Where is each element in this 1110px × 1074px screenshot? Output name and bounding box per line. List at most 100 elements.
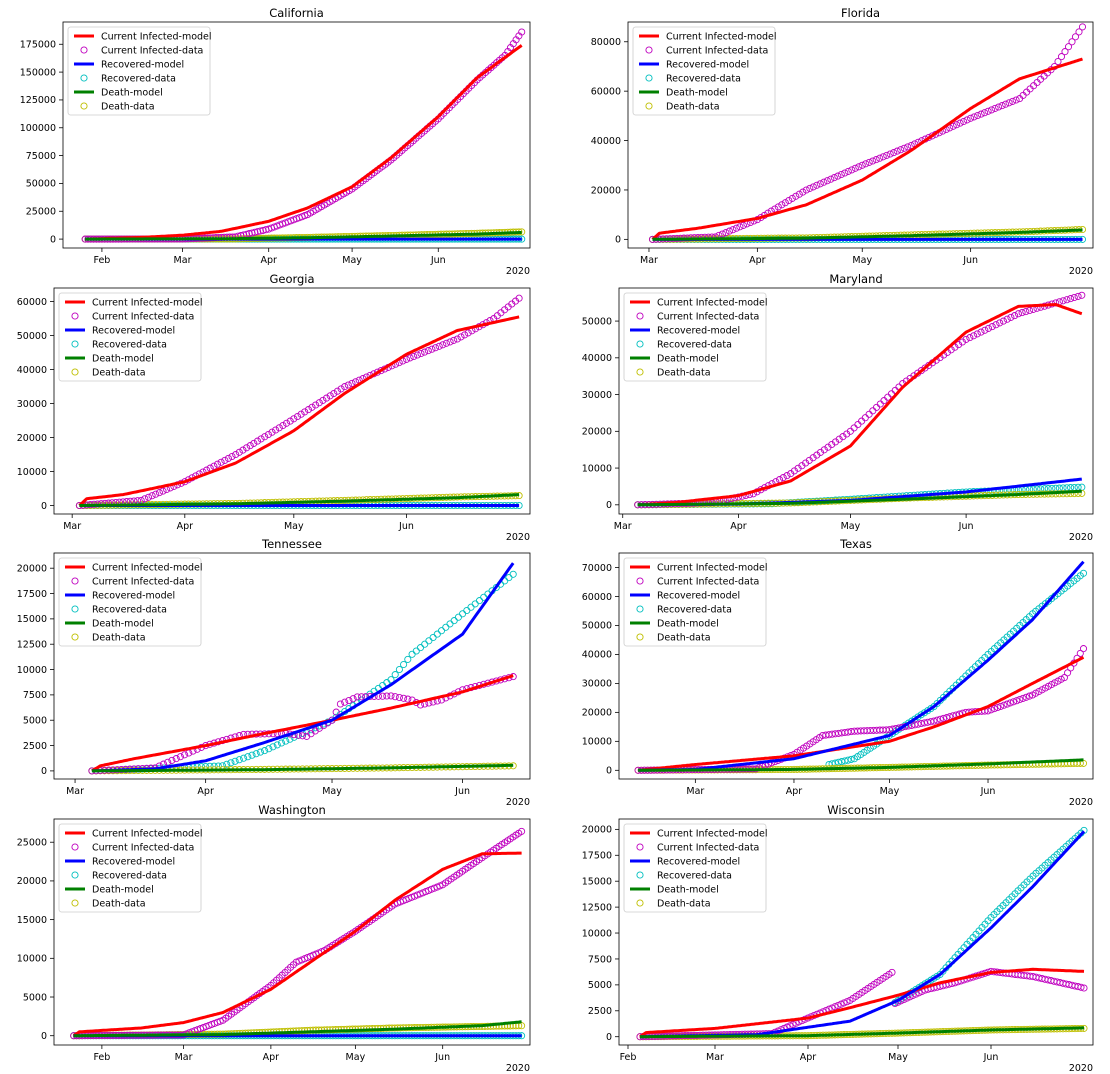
x-tick-label: May (852, 255, 872, 266)
data-point (434, 631, 440, 637)
data-point (999, 103, 1005, 109)
data-point (468, 604, 474, 610)
y-tick-label: 20000 (582, 708, 612, 719)
legend-label-recovered-data: Recovered-data (657, 870, 732, 881)
legend-label-death-data: Death-data (657, 632, 711, 643)
chart-maryland: Maryland 0 10000 20000 30000 40000 50000 Mar Apr… (582, 272, 1093, 543)
chart-florida: Florida 0 20000 40000 60000 80000 Mar Apr May Jun… (591, 6, 1093, 277)
data-point (425, 348, 431, 354)
data-point (881, 398, 887, 404)
data-point (225, 455, 231, 461)
data-point (905, 144, 911, 150)
data-point (422, 641, 428, 647)
data-point (1079, 292, 1085, 298)
y-tick-label: 10000 (17, 467, 47, 478)
data-point (401, 695, 407, 701)
y-tick-label: 15000 (582, 877, 612, 888)
x-tick-label: Mar (63, 521, 81, 532)
legend-label-death-model: Death-model (92, 884, 154, 895)
data-point (156, 490, 162, 496)
y-tick-label: 10000 (17, 665, 47, 676)
data-point (1079, 484, 1085, 490)
x-tick-label: Feb (94, 255, 111, 266)
data-point (222, 457, 228, 463)
data-point (506, 575, 512, 581)
y-tick-label: 40000 (591, 136, 621, 147)
data-point (229, 453, 235, 459)
x-tick-label: Apr (263, 1052, 280, 1063)
legend-label-recovered-data: Recovered-data (101, 73, 176, 84)
data-point (396, 694, 402, 700)
chart-title-maryland: Maryland (829, 272, 882, 286)
legend: Current Infected-model Current Infected-d… (624, 824, 768, 912)
y-tick-label: 80000 (591, 37, 621, 48)
legend: Current Infected-model Current Infected-d… (68, 27, 212, 115)
data-point (975, 112, 981, 118)
x-tick-label: Apr (177, 521, 194, 532)
data-point (898, 147, 904, 153)
data-point (401, 661, 407, 667)
data-point (476, 598, 482, 604)
legend-label-death-data: Death-data (666, 101, 720, 112)
data-point (472, 601, 478, 607)
data-point (232, 758, 238, 764)
y-tick-label: 0 (50, 234, 56, 245)
chart-california: California025000500007500010000012500015… (20, 6, 530, 277)
data-point (996, 104, 1002, 110)
data-point (451, 618, 457, 624)
data-point (873, 404, 879, 410)
data-point (160, 488, 166, 494)
y-tick-label: 10000 (582, 928, 612, 939)
data-point (776, 477, 782, 483)
data-point (862, 415, 868, 421)
legend-label-current-infected-data: Current Infected-data (101, 45, 203, 56)
legend-label-recovered-model: Recovered-model (657, 590, 740, 601)
data-point (464, 607, 470, 613)
x-tick-label: Mar (686, 786, 704, 797)
x-tick-label: May (342, 255, 362, 266)
x-year-label: 2020 (506, 797, 530, 808)
legend-label-death-model: Death-model (657, 618, 719, 629)
x-tick-label: Mar (640, 255, 658, 266)
chart-title-texas: Texas (839, 537, 872, 551)
chart-georgia: Georgia0100002000030000400005000060000Ma… (17, 272, 530, 543)
y-tick-label: 0 (606, 1032, 612, 1043)
x-tick-label: Mar (66, 786, 84, 797)
legend-label-death-data: Death-data (92, 367, 146, 378)
y-tick-label: 60000 (591, 86, 621, 97)
y-tick-label: 5000 (23, 716, 47, 727)
y-tick-label: 7500 (588, 954, 612, 965)
x-year-label: 2020 (1069, 1063, 1093, 1074)
y-tick-label: 12500 (17, 640, 47, 651)
x-tick-label: Apr (260, 255, 277, 266)
data-point (417, 645, 423, 651)
legend-label-death-data: Death-data (657, 898, 711, 909)
y-tick-label: 20000 (17, 876, 47, 887)
legend-label-current-infected-model: Current Infected-model (657, 828, 768, 839)
chart-title-georgia: Georgia (269, 272, 314, 286)
y-tick-label: 7500 (23, 690, 47, 701)
legend-label-death-data: Death-data (101, 101, 155, 112)
legend: Current Infected-model Current Infected-d… (59, 824, 203, 912)
data-point (733, 225, 739, 231)
legend-label-recovered-data: Recovered-data (92, 339, 167, 350)
chart-tennessee: Tennessee0250050007500100001250015000175… (17, 537, 530, 808)
x-tick-label: Feb (93, 1052, 110, 1063)
data-point (887, 151, 893, 157)
series-markers-current-infected-data (635, 646, 1087, 774)
data-point (247, 443, 253, 449)
x-year-label: 2020 (506, 532, 530, 543)
data-point (880, 154, 886, 160)
x-tick-label: Mar (706, 1052, 724, 1063)
y-tick-label: 30000 (17, 399, 47, 410)
data-point (877, 401, 883, 407)
data-point (1010, 98, 1016, 104)
y-tick-label: 60000 (17, 297, 47, 308)
data-point (982, 110, 988, 116)
data-point (737, 224, 743, 230)
data-point (784, 473, 790, 479)
data-point (407, 355, 413, 361)
y-tick-label: 40000 (582, 353, 612, 364)
x-tick-label: Jun (962, 255, 978, 266)
data-point (349, 380, 355, 386)
